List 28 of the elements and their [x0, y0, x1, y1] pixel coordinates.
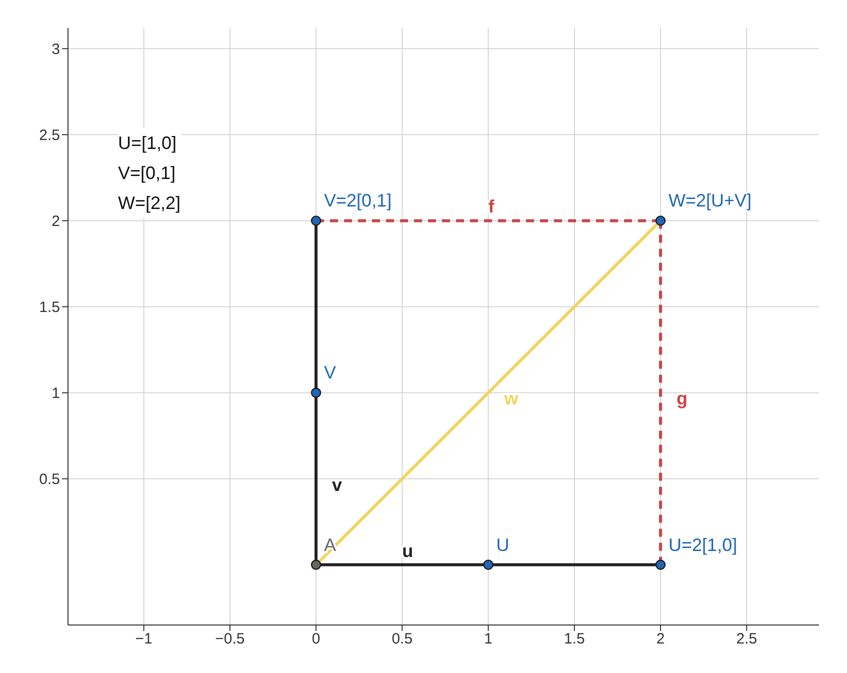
- annotation: U: [496, 534, 510, 555]
- annotation: A: [324, 534, 336, 555]
- annotation: U=2[1,0]: [668, 534, 738, 555]
- annotation: W=2[U+V]: [668, 190, 752, 211]
- x-tick-label: 1: [484, 630, 492, 648]
- x-tick-label: 0: [312, 630, 320, 648]
- annotation: V=2[0,1]: [324, 190, 392, 211]
- y-tick-label: 2: [52, 213, 60, 230]
- x-tick-label: 2.5: [736, 630, 758, 648]
- x-tick-label: 0.5: [392, 630, 413, 648]
- y-tick-label: 3: [52, 40, 60, 58]
- annotation: U=[1,0]: [118, 132, 178, 155]
- annotation: W=[2,2]: [118, 192, 181, 215]
- annotation: V=[0,1]: [118, 162, 177, 185]
- series-label: u: [402, 540, 414, 561]
- x-tick-label: 2: [656, 630, 665, 648]
- x-tick-label: 1.5: [564, 630, 585, 648]
- y-tick-label: 0.5: [39, 471, 60, 488]
- annotation: V: [324, 362, 336, 383]
- x-tick-label: −0.5: [215, 630, 245, 648]
- series-label: g: [676, 388, 688, 409]
- series-label: w: [503, 388, 520, 409]
- y-tick-label: 1.5: [39, 299, 60, 316]
- series-label: v: [332, 474, 342, 495]
- x-tick-label: −1: [135, 630, 152, 648]
- series-label: f: [488, 196, 496, 217]
- y-tick-label: 2.5: [39, 126, 60, 144]
- y-tick-label: 1: [52, 385, 60, 402]
